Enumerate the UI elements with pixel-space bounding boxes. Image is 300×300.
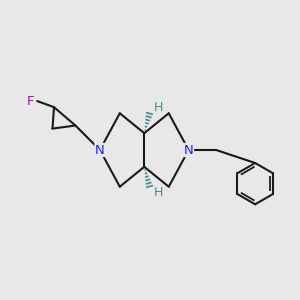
Text: N: N xyxy=(95,143,105,157)
Text: H: H xyxy=(153,186,163,199)
Text: H: H xyxy=(153,101,163,114)
Text: N: N xyxy=(184,143,194,157)
Text: F: F xyxy=(27,94,34,108)
